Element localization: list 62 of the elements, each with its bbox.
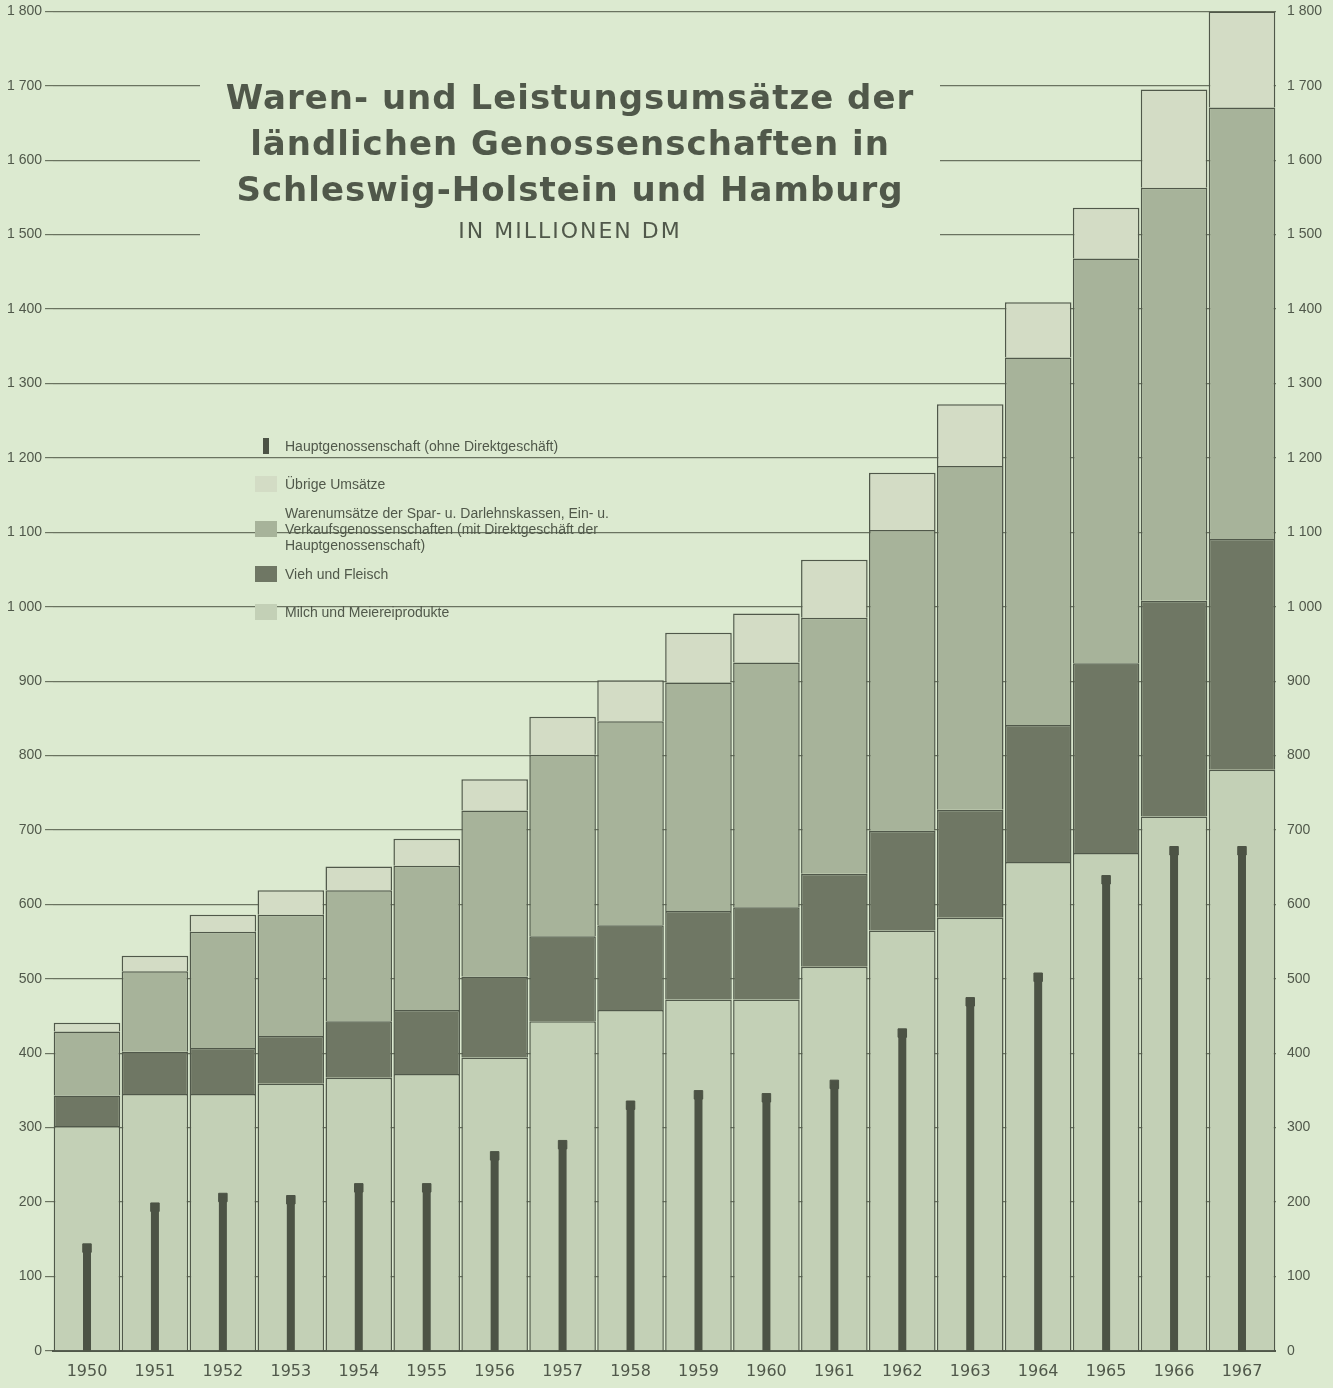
y-tick-label: 1 100 — [6, 523, 43, 540]
x-tick-label: 1951 — [134, 1360, 176, 1380]
y2-tick-label: 1 400 — [1286, 299, 1323, 316]
y-tick-label: 800 — [18, 746, 43, 763]
text: Waren- und Leistungsumsätze der ländlichen Genossenschaften in Schleswig-Holstein und Hamburg — [224, 76, 916, 211]
y-tick-label: 1 600 — [6, 151, 43, 168]
legend-label: Übrige Umsätze — [285, 476, 386, 492]
x-tick-label: 1959 — [678, 1360, 719, 1380]
y-tick-label: 700 — [18, 820, 43, 837]
y-tick-label: 100 — [18, 1267, 43, 1284]
y2-tick-label: 200 — [1286, 1192, 1311, 1209]
y2-tick-label: 1 100 — [1286, 523, 1323, 540]
y-tick-label: 1 400 — [6, 299, 43, 316]
y2-tick-label: 500 — [1286, 969, 1311, 986]
y-tick-label: 1 300 — [6, 374, 43, 391]
x-tick-label: 1950 — [66, 1360, 108, 1380]
y-tick-label: 1 700 — [6, 76, 43, 93]
y2-tick-label: 0 — [1286, 1341, 1295, 1358]
x-tick-label: 1964 — [1017, 1360, 1059, 1380]
y-tick-label: 0 — [34, 1341, 43, 1358]
y2-tick-label: 1 000 — [1286, 597, 1323, 614]
y-tick-label: 400 — [18, 1044, 43, 1061]
y2-tick-label: 800 — [1286, 746, 1311, 763]
x-tick-label: 1963 — [949, 1360, 991, 1380]
y2-tick-label: 400 — [1286, 1044, 1311, 1061]
x-tick-label: 1957 — [542, 1360, 583, 1380]
y-tick-label: 1 800 — [6, 2, 43, 19]
y2-tick-label: 1 500 — [1286, 225, 1323, 242]
x-tick-label: 1952 — [202, 1360, 244, 1380]
x-tick-label: 1965 — [1085, 1360, 1127, 1380]
x-tick-label: 1961 — [813, 1360, 855, 1380]
y-tick-label: 200 — [18, 1192, 43, 1209]
x-tick-label: 1955 — [406, 1360, 448, 1380]
x-tick-label: 1960 — [746, 1360, 787, 1380]
legend-label: Vieh und Fleisch — [285, 566, 389, 582]
x-tick-label: 1966 — [1153, 1360, 1195, 1380]
y2-tick-label: 300 — [1286, 1118, 1311, 1135]
legend-label: Milch und Meiereiprodukte — [285, 604, 450, 620]
x-tick-label: 1958 — [610, 1360, 651, 1380]
y2-tick-label: 100 — [1286, 1267, 1311, 1284]
y2-tick-label: 700 — [1286, 820, 1311, 837]
x-tick-label: 1962 — [881, 1360, 923, 1380]
y2-tick-label: 1 600 — [1286, 151, 1323, 168]
y-tick-label: 1 500 — [6, 225, 43, 242]
y-tick-label: 900 — [18, 671, 43, 688]
y2-tick-label: 600 — [1286, 895, 1311, 912]
x-tick-label: 1953 — [270, 1360, 312, 1380]
text: IN MILLIONEN DM — [457, 218, 683, 243]
y2-tick-label: 900 — [1286, 671, 1311, 688]
y-tick-label: 500 — [18, 969, 43, 986]
x-tick-label: 1956 — [474, 1360, 516, 1380]
legend-label: Hauptgenossenschaft (ohne Direktgeschäft) — [285, 438, 559, 454]
x-tick-label: 1954 — [338, 1360, 380, 1380]
y-tick-label: 1 000 — [6, 597, 43, 614]
y2-tick-label: 1 700 — [1286, 76, 1323, 93]
y-tick-label: 300 — [18, 1118, 43, 1135]
y2-tick-label: 1 200 — [1286, 448, 1323, 465]
x-tick-label: 1967 — [1221, 1360, 1263, 1380]
y2-tick-label: 1 800 — [1286, 2, 1323, 19]
y2-tick-label: 1 300 — [1286, 374, 1323, 391]
y-tick-label: 1 200 — [6, 448, 43, 465]
y-tick-label: 600 — [18, 895, 43, 912]
